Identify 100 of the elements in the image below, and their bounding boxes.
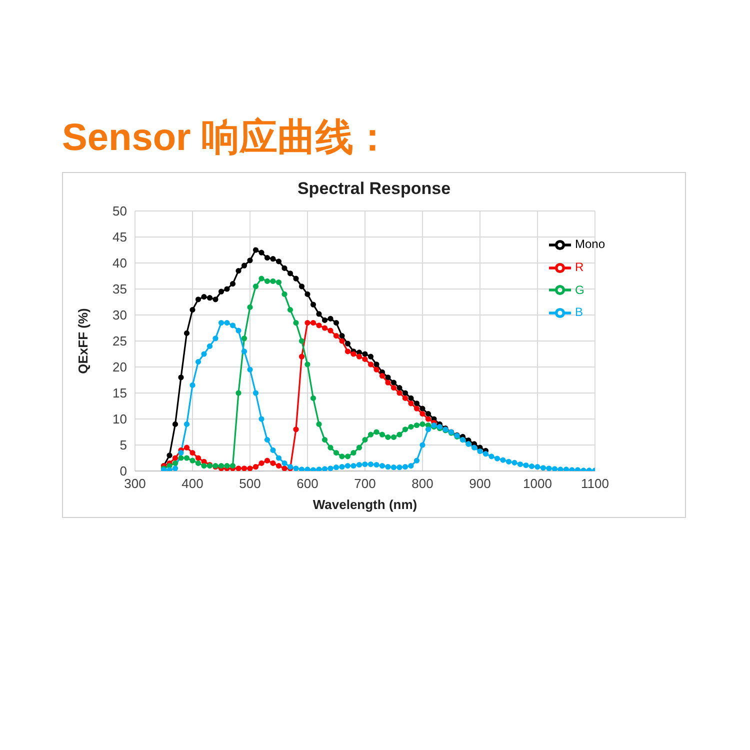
legend-label: G bbox=[574, 282, 584, 297]
point bbox=[236, 466, 242, 471]
point bbox=[316, 322, 322, 328]
point bbox=[298, 284, 305, 290]
point bbox=[218, 463, 224, 469]
point bbox=[368, 354, 374, 360]
point bbox=[396, 432, 402, 438]
legend-label: Mono bbox=[574, 237, 605, 251]
point bbox=[328, 328, 334, 334]
y-tick-label: 35 bbox=[112, 282, 127, 297]
point bbox=[247, 258, 253, 264]
x-tick-label: 500 bbox=[239, 476, 261, 492]
point bbox=[293, 276, 299, 282]
point bbox=[420, 421, 426, 427]
point bbox=[236, 268, 242, 274]
point bbox=[414, 422, 420, 428]
chart-subtitle: Spectral Response bbox=[296, 179, 452, 199]
point bbox=[287, 307, 294, 313]
point bbox=[402, 390, 408, 396]
point bbox=[241, 466, 248, 471]
x-tick-label: 900 bbox=[469, 476, 491, 492]
point bbox=[264, 458, 270, 464]
point bbox=[328, 444, 334, 450]
point bbox=[224, 286, 230, 292]
y-tick-label: 50 bbox=[112, 204, 127, 219]
point bbox=[206, 295, 213, 301]
y-tick-label: 30 bbox=[112, 308, 127, 323]
point bbox=[333, 450, 340, 456]
point bbox=[362, 356, 368, 362]
point bbox=[178, 455, 184, 461]
point bbox=[322, 317, 328, 323]
point bbox=[333, 333, 340, 339]
point bbox=[420, 406, 426, 412]
y-tick-label: 15 bbox=[112, 386, 127, 401]
point bbox=[344, 454, 351, 460]
point bbox=[310, 302, 316, 308]
point bbox=[264, 255, 270, 261]
point bbox=[390, 434, 397, 440]
y-tick-label: 40 bbox=[112, 256, 127, 271]
point bbox=[379, 432, 386, 438]
point bbox=[344, 348, 351, 354]
x-axis-title: Wavelength (nm) bbox=[312, 497, 418, 512]
point bbox=[247, 304, 253, 310]
point bbox=[316, 311, 322, 317]
point bbox=[270, 460, 276, 466]
y-tick-label: 45 bbox=[112, 230, 127, 245]
point bbox=[362, 437, 368, 443]
point bbox=[374, 429, 380, 435]
y-tick-label: 5 bbox=[120, 438, 127, 453]
point bbox=[287, 270, 294, 276]
chart-title: Sensor 响应曲线： bbox=[62, 116, 392, 161]
point bbox=[190, 307, 196, 313]
point bbox=[184, 330, 190, 336]
point bbox=[195, 296, 202, 302]
point bbox=[270, 256, 276, 262]
point bbox=[414, 406, 420, 412]
point bbox=[195, 460, 202, 466]
x-tick-label: 1100 bbox=[580, 476, 609, 492]
point bbox=[258, 250, 264, 256]
point bbox=[390, 380, 397, 386]
point bbox=[368, 362, 374, 368]
point bbox=[172, 455, 178, 461]
point bbox=[190, 458, 196, 464]
y-axis-title: QExFF (%) bbox=[76, 308, 91, 374]
point bbox=[385, 380, 391, 386]
point bbox=[339, 454, 345, 460]
point bbox=[374, 366, 380, 372]
point bbox=[201, 463, 207, 469]
point bbox=[310, 395, 316, 401]
x-tick-label: 800 bbox=[412, 476, 434, 492]
point bbox=[396, 385, 402, 391]
point bbox=[408, 400, 414, 406]
point bbox=[408, 395, 414, 401]
point bbox=[425, 411, 432, 417]
point bbox=[293, 320, 299, 326]
y-tick-label: 0 bbox=[120, 464, 127, 479]
point bbox=[276, 463, 282, 469]
point bbox=[368, 432, 374, 438]
point bbox=[293, 426, 299, 432]
point bbox=[270, 278, 276, 284]
point bbox=[276, 258, 282, 264]
point bbox=[172, 421, 178, 427]
point bbox=[322, 437, 328, 443]
point bbox=[247, 466, 253, 471]
point bbox=[350, 450, 356, 456]
legend-label: B bbox=[574, 305, 583, 320]
point bbox=[402, 426, 408, 432]
point bbox=[322, 325, 328, 331]
point bbox=[298, 354, 305, 360]
point bbox=[408, 424, 414, 430]
point bbox=[218, 288, 224, 294]
point bbox=[374, 362, 380, 368]
point bbox=[390, 385, 397, 391]
point bbox=[333, 320, 340, 326]
point bbox=[339, 333, 345, 339]
x-tick-label: 400 bbox=[182, 476, 204, 492]
point bbox=[356, 354, 362, 360]
point bbox=[339, 338, 345, 344]
point bbox=[304, 362, 310, 368]
point bbox=[298, 338, 305, 344]
